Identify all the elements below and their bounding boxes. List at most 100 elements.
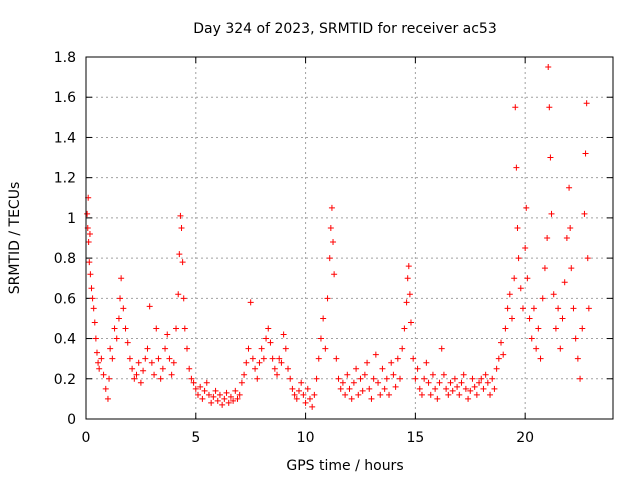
data-point [142, 355, 149, 362]
data-point [254, 375, 261, 382]
data-point [295, 387, 302, 394]
data-point [386, 391, 393, 398]
data-point [230, 397, 237, 404]
x-tick-labels: 0 5 10 15 20 [82, 430, 535, 446]
data-point [278, 359, 285, 366]
data-point [320, 315, 327, 322]
data-point [157, 375, 164, 382]
y-tick-label: 1.6 [54, 90, 76, 106]
data-point [335, 375, 342, 382]
data-point [197, 383, 204, 390]
data-point [180, 295, 187, 302]
data-point [471, 383, 478, 390]
y-tick-label: 0.6 [54, 291, 76, 307]
data-point [140, 367, 147, 374]
data-point [458, 379, 465, 386]
data-point [513, 164, 520, 171]
data-point [168, 371, 175, 378]
data-point [181, 325, 188, 332]
data-point [563, 235, 570, 241]
data-point [173, 325, 180, 332]
data-point [388, 359, 395, 366]
data-point [584, 255, 591, 262]
data-point [252, 365, 259, 372]
data-point [377, 391, 384, 398]
data-point [144, 345, 151, 352]
data-point [519, 305, 526, 312]
data-point [293, 395, 300, 402]
data-point [137, 379, 144, 386]
data-point [418, 391, 425, 398]
data-point [357, 375, 364, 382]
data-points [84, 64, 592, 410]
data-point [117, 295, 124, 302]
data-point [535, 325, 542, 332]
data-point [133, 371, 140, 378]
data-point [368, 395, 375, 402]
data-point [190, 379, 197, 386]
data-point [311, 391, 318, 398]
data-point [153, 325, 160, 332]
data-point [89, 295, 96, 302]
data-point [429, 371, 436, 378]
data-point [412, 375, 419, 382]
data-point [574, 355, 581, 362]
data-point [572, 335, 579, 342]
data-point [162, 345, 169, 352]
data-point [379, 365, 386, 372]
data-point [276, 355, 283, 362]
data-point [241, 371, 248, 378]
data-point [460, 371, 467, 378]
data-point [436, 379, 443, 386]
data-point [216, 391, 223, 398]
data-point [302, 399, 309, 406]
data-point [280, 331, 287, 338]
data-point [326, 255, 333, 262]
data-point [269, 355, 276, 362]
data-point [135, 359, 142, 366]
data-point [462, 385, 469, 392]
grid-lines [86, 57, 613, 419]
data-point [582, 150, 589, 157]
data-point [550, 291, 557, 298]
data-point [238, 379, 245, 386]
data-point [528, 335, 535, 342]
data-point [390, 371, 397, 378]
data-point [539, 295, 546, 302]
data-point [434, 395, 441, 402]
data-point [524, 275, 531, 282]
data-point [178, 224, 185, 231]
data-point [309, 403, 316, 410]
data-point [265, 325, 272, 332]
data-point [403, 299, 410, 306]
y-axis-label: SRMTID / TECUs [7, 182, 23, 295]
data-point [498, 339, 505, 346]
data-point [406, 291, 413, 298]
data-point [267, 339, 274, 346]
data-point [274, 371, 281, 378]
data-point [86, 230, 93, 237]
data-point [476, 379, 483, 386]
data-point [359, 387, 366, 394]
data-point [537, 355, 544, 362]
data-point [346, 385, 353, 392]
data-point [84, 210, 91, 217]
data-point [122, 325, 129, 332]
data-point [87, 271, 94, 278]
data-point [579, 325, 586, 332]
axis-ticks [85, 56, 613, 420]
data-point [545, 64, 552, 71]
data-point [478, 375, 485, 382]
data-point [355, 391, 362, 398]
data-point [566, 184, 573, 191]
data-point [410, 355, 417, 362]
data-point [93, 349, 100, 356]
data-point [315, 355, 322, 362]
data-point [322, 345, 329, 352]
data-point [124, 339, 131, 346]
data-point [221, 395, 228, 402]
data-point [372, 351, 379, 358]
data-point [192, 385, 199, 392]
data-point [188, 375, 195, 382]
